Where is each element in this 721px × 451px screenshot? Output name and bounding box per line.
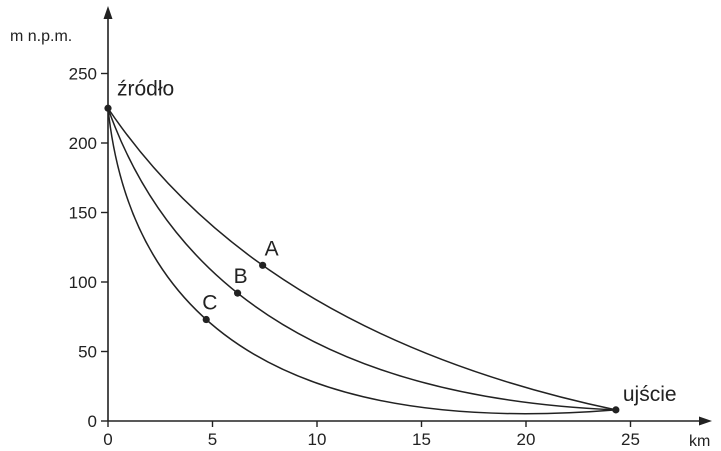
x-axis-arrow (699, 416, 712, 426)
curves (107, 107, 617, 415)
point-b (233, 289, 242, 297)
curve-a (107, 107, 617, 411)
y-tick-label: 250 (69, 65, 97, 84)
y-axis-arrow (103, 6, 113, 19)
point-label-c: C (202, 292, 217, 315)
curve-b (107, 107, 616, 411)
y-tick-label: 100 (69, 273, 97, 292)
point-c (202, 315, 210, 324)
point-label-b: B (234, 265, 248, 288)
x-tick-label: 0 (103, 430, 112, 449)
x-tick-label: 20 (517, 430, 536, 449)
source-label: źródło (117, 77, 174, 100)
point-a (259, 261, 267, 269)
y-ticks: 0 50 100 150 200 250 (69, 65, 108, 431)
x-tick-label: 25 (621, 430, 640, 449)
y-tick-label: 50 (78, 343, 97, 362)
x-axis-label: km (689, 433, 710, 450)
x-tick-label: 5 (208, 430, 217, 449)
points: ABC (202, 237, 279, 324)
y-tick-label: 150 (69, 204, 97, 223)
y-tick-label: 200 (69, 134, 97, 153)
x-tick-label: 15 (412, 430, 431, 449)
x-ticks: 0 5 10 15 20 25 (103, 421, 640, 449)
mouth-label: ujście (623, 383, 677, 406)
source-point (104, 104, 112, 112)
y-axis-label: m n.p.m. (10, 28, 72, 45)
x-tick-label: 10 (308, 430, 327, 449)
point-label-a: A (265, 237, 279, 260)
mouth-point (612, 406, 620, 414)
annotations: źródło ujście (104, 77, 677, 414)
y-tick-label: 0 (88, 412, 97, 431)
axes (103, 6, 712, 426)
curve-c (107, 108, 616, 415)
